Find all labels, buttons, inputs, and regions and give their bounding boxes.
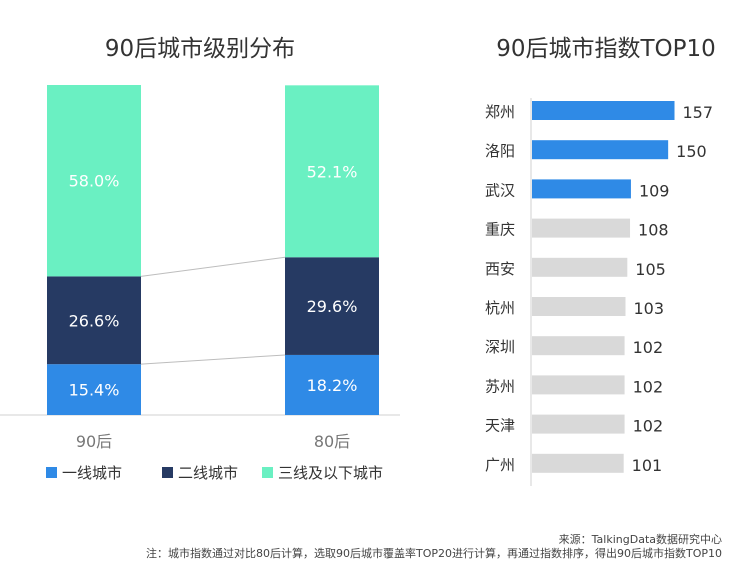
city-label: 郑州 <box>485 103 515 121</box>
bar-segment-80s-s2 <box>285 85 379 258</box>
legend-label: 一线城市 <box>62 464 122 482</box>
left-chart-title: 90后城市级别分布 <box>105 36 295 62</box>
index-bar <box>532 179 631 199</box>
index-bar <box>532 218 631 238</box>
index-value-label: 150 <box>676 142 707 161</box>
city-label: 洛阳 <box>485 142 515 160</box>
city-label: 深圳 <box>485 338 515 356</box>
index-bar <box>532 336 625 356</box>
index-value-label: 102 <box>633 338 664 357</box>
left-legend: 一线城市 二线城市 三线及以下城市 <box>46 464 383 482</box>
city-label: 武汉 <box>485 181 515 199</box>
right-horizontal-bars: 郑州 157 洛阳 150 武汉 109 重庆 108 西安 105 杭州 103 深圳 102 苏州 102… <box>485 101 713 475</box>
city-label: 天津 <box>485 417 515 435</box>
legend-label: 二线城市 <box>178 464 238 482</box>
legend-swatch <box>46 467 57 478</box>
index-bar <box>532 297 626 316</box>
bar-segment-80s-s1 <box>285 257 379 355</box>
index-value-label: 157 <box>683 103 714 122</box>
index-value-label: 109 <box>639 181 670 200</box>
segment-value-label: 15.4% <box>69 381 120 400</box>
connector-line <box>140 256 286 277</box>
index-value-label: 103 <box>633 299 664 318</box>
index-value-label: 102 <box>633 417 664 436</box>
footnote: 注：城市指数通过对比80后计算，选取90后城市覆盖率TOP20进行计算，再通过指… <box>145 547 722 560</box>
legend-label: 三线及以下城市 <box>278 464 383 482</box>
city-label: 苏州 <box>485 377 515 395</box>
index-value-label: 108 <box>638 221 669 240</box>
left-category-labels: 90后 80后 <box>76 432 350 451</box>
segment-value-label: 18.2% <box>307 376 358 395</box>
segment-value-label: 58.0% <box>69 172 120 191</box>
legend-swatch <box>262 467 273 478</box>
index-bar <box>532 140 669 160</box>
bar-segment-90s-s0 <box>47 364 141 415</box>
index-bar <box>532 101 675 120</box>
category-label: 90后 <box>76 432 112 451</box>
city-label: 重庆 <box>485 221 515 239</box>
segment-value-label: 52.1% <box>307 162 358 181</box>
index-value-label: 102 <box>633 377 664 396</box>
legend-swatch <box>162 467 173 478</box>
city-label: 杭州 <box>485 299 515 317</box>
index-bar <box>532 257 628 277</box>
segment-value-label: 26.6% <box>69 311 120 330</box>
index-bar <box>532 414 625 434</box>
source-note: 来源：TalkingData数据研究中心 <box>558 533 722 546</box>
left-stacked-bars <box>47 85 379 415</box>
bar-segment-90s-s2 <box>47 85 141 277</box>
city-label: 西安 <box>485 260 515 278</box>
left-segment-labels: 15.4% 26.6% 58.0% 18.2% 29.6% 52.1% <box>69 162 358 399</box>
city-label: 广州 <box>485 456 515 474</box>
connector-line <box>140 354 286 365</box>
right-chart-title: 90后城市指数TOP10 <box>496 36 716 62</box>
segment-value-label: 29.6% <box>307 297 358 316</box>
bar-segment-90s-s1 <box>47 276 141 365</box>
left-connector-lines <box>140 256 286 365</box>
category-label: 80后 <box>314 432 350 451</box>
index-value-label: 105 <box>635 260 666 279</box>
index-bar <box>532 375 625 395</box>
bar-segment-80s-s0 <box>285 354 379 415</box>
index-bar <box>532 453 624 473</box>
index-value-label: 101 <box>632 456 663 475</box>
